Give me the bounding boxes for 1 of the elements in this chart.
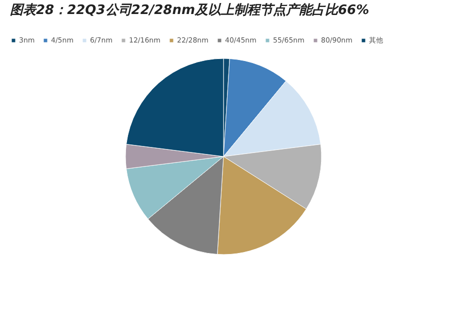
- chart-title: 图表28：22Q3公司22/28nm及以上制程节点产能占比66%: [10, 2, 370, 18]
